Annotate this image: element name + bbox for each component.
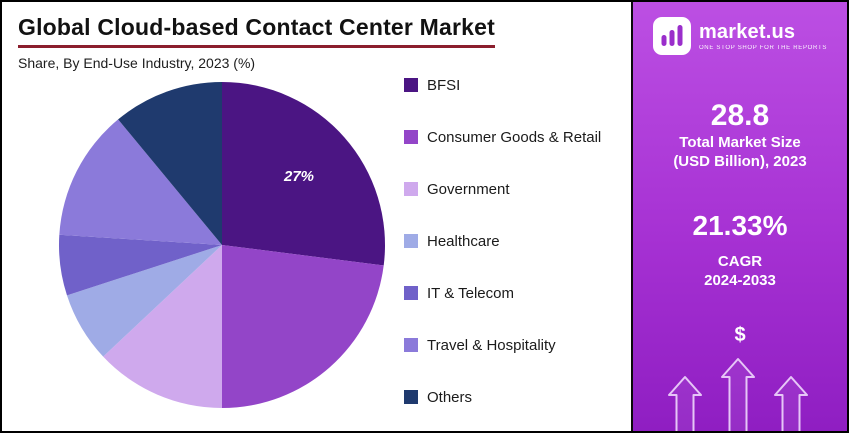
pie-slice-government — [103, 245, 222, 409]
cagr-value: 21.33% — [692, 210, 788, 241]
stat-market-size: 28.8 Total Market Size (USD Billion), 20… — [633, 99, 847, 171]
chart-subtitle: Share, By End-Use Industry, 2023 (%) — [18, 55, 256, 72]
legend-item-it-telecom: IT & Telecom — [404, 284, 631, 302]
pie-slice-consumer-goods-retail — [222, 245, 384, 409]
brand-name: market.us — [698, 20, 796, 43]
cagr-label-line2: 2024-2033 — [704, 272, 776, 289]
brand-tagline: ONE STOP SHOP FOR THE REPORTS — [698, 44, 828, 51]
market-size-label-line2: (USD Billion), 2023 — [673, 153, 807, 170]
growth-arrow-middle — [721, 358, 755, 431]
slice-value-label: 27% — [283, 168, 314, 185]
logo-text: market.us ONE STOP SHOP FOR THE REPORTS — [699, 22, 827, 51]
legend-swatch — [404, 182, 418, 197]
legend-item-travel-hospitality: Travel & Hospitality — [404, 336, 631, 354]
stat-cagr: 21.33% CAGR 2024-2033 — [633, 209, 847, 290]
pie-slice-it-telecom — [58, 235, 222, 296]
market-size-label-line1: Total Market Size — [679, 134, 801, 151]
legend-swatch — [404, 78, 418, 93]
chart-legend: BFSI Consumer Goods & Retail Government Hea… — [404, 75, 631, 431]
legend-label: IT & Telecom — [427, 284, 514, 302]
legend-label: Consumer Goods & Retail — [427, 128, 602, 146]
legend-item-others: Others — [404, 388, 631, 406]
growth-arrows-icon — [668, 358, 808, 431]
page-title: Global Cloud-based Contact Center Market — [18, 14, 496, 49]
market-size-value: 28.8 — [710, 99, 770, 132]
legend-swatch — [404, 286, 418, 301]
legend-label: Healthcare — [427, 232, 500, 250]
legend-swatch — [404, 234, 418, 249]
legend-label: Government — [427, 180, 510, 198]
pie-chart: 27% — [58, 82, 385, 409]
pie-slice-healthcare — [66, 245, 222, 357]
chart-panel: Global Cloud-based Contact Center Market… — [2, 2, 631, 431]
brand-sidebar: market.us ONE STOP SHOP FOR THE REPORTS … — [631, 2, 847, 431]
legend-item-healthcare: Healthcare — [404, 232, 631, 250]
growth-arrow-left — [668, 376, 702, 431]
logo: market.us ONE STOP SHOP FOR THE REPORTS — [633, 17, 847, 55]
dollar-sign: $ — [734, 324, 746, 346]
legend-swatch — [404, 390, 418, 405]
cagr-label-line1: CAGR — [717, 253, 763, 270]
marketus-logo-icon — [652, 17, 691, 55]
pie-slice-travel-hospitality — [59, 119, 222, 246]
pie-slice-others — [118, 82, 222, 246]
legend-item-government: Government — [404, 180, 631, 198]
legend-label: Travel & Hospitality — [427, 336, 556, 354]
legend-swatch — [404, 130, 418, 145]
legend-label: Others — [427, 388, 473, 406]
chart-area: 27% BFSI Consumer Goods & Retail Governmen… — [18, 75, 631, 431]
legend-label: BFSI — [427, 76, 461, 94]
legend-item-bfsi: BFSI — [404, 76, 631, 94]
pie-slice-bfsi — [222, 82, 385, 266]
legend-item-consumer-goods-retail: Consumer Goods & Retail — [404, 128, 631, 146]
growth-arrow-right — [774, 376, 808, 431]
legend-swatch — [404, 338, 418, 353]
